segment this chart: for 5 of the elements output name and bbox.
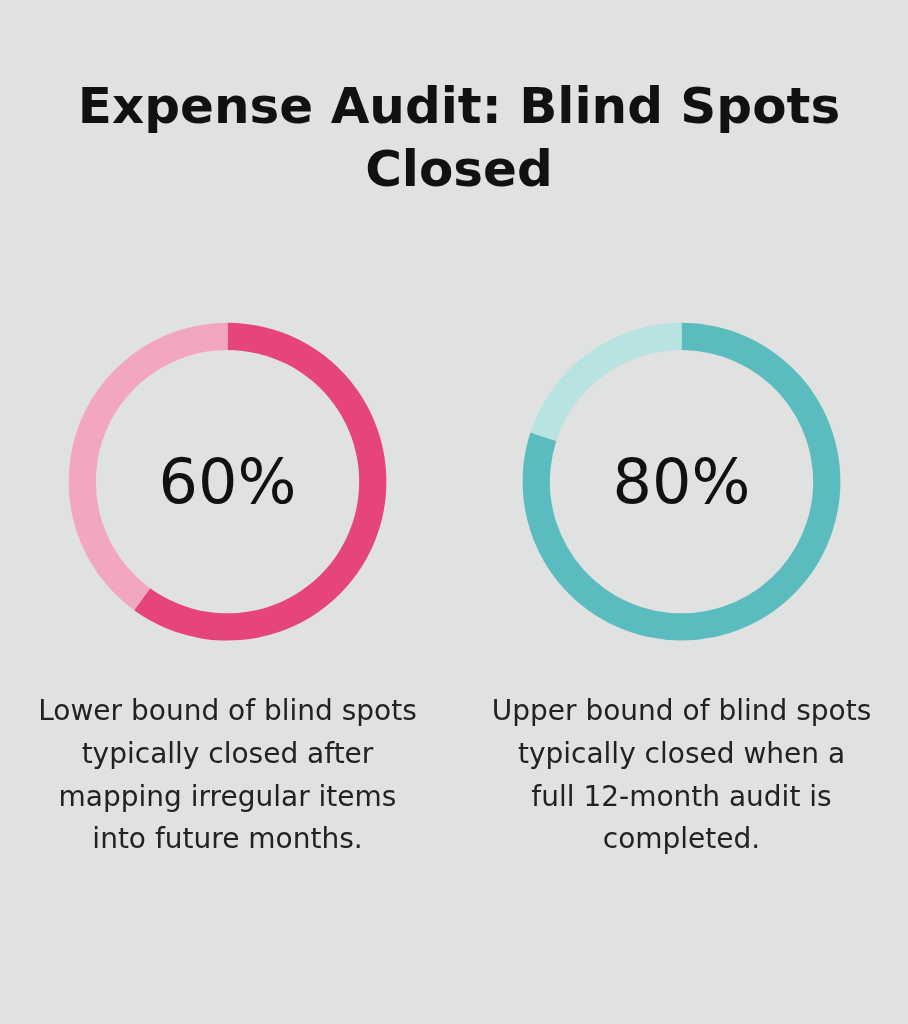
text: Upper bound of blind spots typically closed when a full 12-month audit is completed. (491, 693, 872, 856)
text: Lower bound of blind spots typically closed after mapping irregular items into future months. (38, 693, 417, 856)
text: 80% (612, 445, 751, 519)
chart-title: Expense Audit: Blind Spots Closed (76, 76, 842, 200)
text: 60% (158, 445, 297, 519)
